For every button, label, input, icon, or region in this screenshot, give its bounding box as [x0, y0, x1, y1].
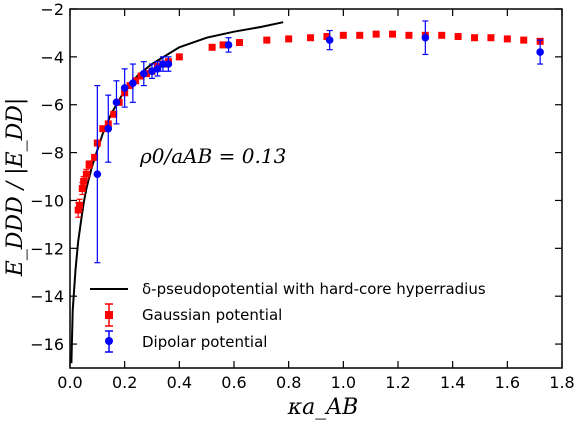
point-1-32 — [389, 30, 397, 38]
point-1-40 — [520, 36, 528, 44]
legend-label-1: Gaussian potential — [142, 306, 282, 324]
point-2-9 — [164, 60, 173, 68]
point-1-21 — [175, 53, 183, 61]
y-axis-label: E_DDD / |E_DD| — [3, 98, 28, 278]
x-axis-label: κa_AB — [287, 395, 359, 420]
point-1-30 — [356, 31, 364, 39]
y-tick-label-3: −10 — [30, 191, 64, 210]
axes-frame — [69, 8, 563, 369]
point-2-7 — [153, 65, 162, 73]
point-1-28 — [323, 33, 331, 41]
legend-label-2: Dipolar potential — [142, 333, 267, 351]
x-tick-label-8: 1.6 — [495, 373, 520, 392]
point-1-33 — [405, 31, 413, 39]
x-tick-label-1: 0.2 — [112, 373, 137, 392]
series-line-0 — [70, 21, 284, 364]
x-tick-label-4: 0.8 — [276, 373, 301, 392]
point-1-4 — [82, 170, 90, 178]
point-1-22 — [208, 43, 216, 51]
point-1-2 — [78, 185, 86, 192]
y-tick-label-5: −6 — [40, 96, 64, 115]
point-1-24 — [235, 39, 243, 47]
point-2-12 — [421, 33, 430, 42]
point-1-36 — [454, 33, 462, 41]
y-tick-label-2: −12 — [30, 239, 64, 258]
point-2-4 — [129, 79, 137, 87]
legend-label-0: δ-pseudopotential with hard-core hyperra… — [142, 280, 486, 298]
point-1-26 — [285, 35, 293, 43]
y-tick-label-1: −14 — [30, 287, 64, 306]
point-2-1 — [104, 124, 113, 133]
legend-dipolar-swatch — [105, 330, 113, 353]
point-1-5 — [85, 161, 93, 169]
y-tick-label-6: −4 — [40, 48, 64, 67]
x-tick-label-2: 0.4 — [167, 373, 192, 392]
x-tick-label-5: 1.0 — [331, 373, 356, 392]
point-1-0 — [74, 206, 82, 214]
point-1-8 — [99, 125, 107, 133]
x-tick-label-3: 0.6 — [221, 373, 246, 392]
annotation-rho: ρ0/aAB = 0.13 — [139, 144, 286, 168]
point-2-11 — [325, 36, 334, 44]
x-tick-label-7: 1.4 — [440, 373, 465, 392]
point-2-13 — [536, 48, 544, 56]
point-1-23 — [219, 41, 227, 49]
point-1-25 — [263, 36, 271, 44]
legend-gaussian-swatch — [105, 303, 113, 327]
point-2-5 — [140, 69, 148, 78]
point-2-10 — [224, 41, 233, 49]
point-1-37 — [471, 34, 479, 42]
point-1-35 — [438, 31, 446, 39]
plot-clip-group — [70, 20, 544, 364]
legend: δ-pseudopotential with hard-core hyperra… — [90, 280, 486, 353]
x-tick-label-0: 0.0 — [57, 373, 82, 392]
ticks: 0.0 0.2 0.4 0.6 0.8 1.0 1.2 1.4 1.6 1.8 −16 −14 −12 −… — [30, 0, 574, 392]
x-tick-label-6: 1.2 — [385, 373, 410, 392]
point-1-10 — [110, 110, 118, 118]
x-tick-label-9: 1.8 — [549, 373, 574, 392]
y-tick-label-0: −16 — [30, 335, 64, 354]
point-1-31 — [372, 30, 380, 38]
point-1-1 — [76, 201, 84, 209]
y-tick-label-4: −8 — [40, 144, 64, 163]
point-2-0 — [93, 170, 102, 178]
point-1-39 — [503, 35, 511, 43]
plot-area — [70, 20, 544, 364]
point-2-8 — [159, 60, 167, 68]
point-1-27 — [307, 34, 315, 42]
point-1-38 — [487, 34, 495, 42]
point-1-6 — [91, 153, 99, 161]
point-1-3 — [80, 177, 88, 185]
point-1-29 — [339, 31, 347, 39]
axes — [69, 8, 563, 369]
point-2-3 — [120, 84, 129, 92]
point-2-2 — [112, 98, 121, 107]
y-tick-label-7: −2 — [40, 0, 64, 19]
